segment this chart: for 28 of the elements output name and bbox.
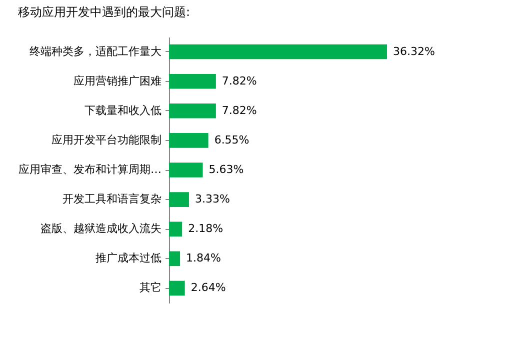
data-label: 3.33% bbox=[194, 192, 230, 206]
bar bbox=[169, 133, 208, 148]
data-label: 2.18% bbox=[188, 222, 224, 236]
data-label: 7.82% bbox=[222, 74, 257, 88]
bar bbox=[169, 192, 189, 207]
y-tick-label: 应用审查、发布和计算周期… bbox=[18, 163, 162, 176]
bar bbox=[169, 222, 182, 236]
data-label: 7.82% bbox=[222, 104, 257, 117]
bar bbox=[169, 251, 180, 266]
data-label: 1.84% bbox=[186, 252, 221, 265]
y-tick-label: 应用开发平台功能限制 bbox=[52, 133, 162, 146]
y-tick-label: 其它 bbox=[140, 281, 162, 294]
y-tick-label: 下载量和收入低 bbox=[84, 104, 162, 117]
data-label: 5.63% bbox=[208, 163, 244, 176]
bar bbox=[169, 162, 203, 178]
y-tick-label: 终端种类多，适配工作量大 bbox=[30, 44, 162, 58]
data-label: 6.55% bbox=[214, 133, 250, 146]
bar bbox=[169, 44, 387, 60]
data-label: 36.32% bbox=[393, 44, 435, 58]
y-tick-label: 推广成本过低 bbox=[96, 252, 162, 265]
y-tick-label: 盗版、越狱造成收入流失 bbox=[40, 222, 162, 236]
y-tick-label: 开发工具和语言复杂 bbox=[62, 192, 162, 206]
bar bbox=[169, 280, 185, 296]
bar bbox=[169, 104, 216, 118]
chart-title: 移动应用开发中遇到的最大问题: bbox=[18, 5, 190, 19]
data-label: 2.64% bbox=[190, 281, 226, 294]
y-tick-label: 应用营销推广困难 bbox=[74, 74, 162, 88]
bar bbox=[169, 74, 216, 89]
